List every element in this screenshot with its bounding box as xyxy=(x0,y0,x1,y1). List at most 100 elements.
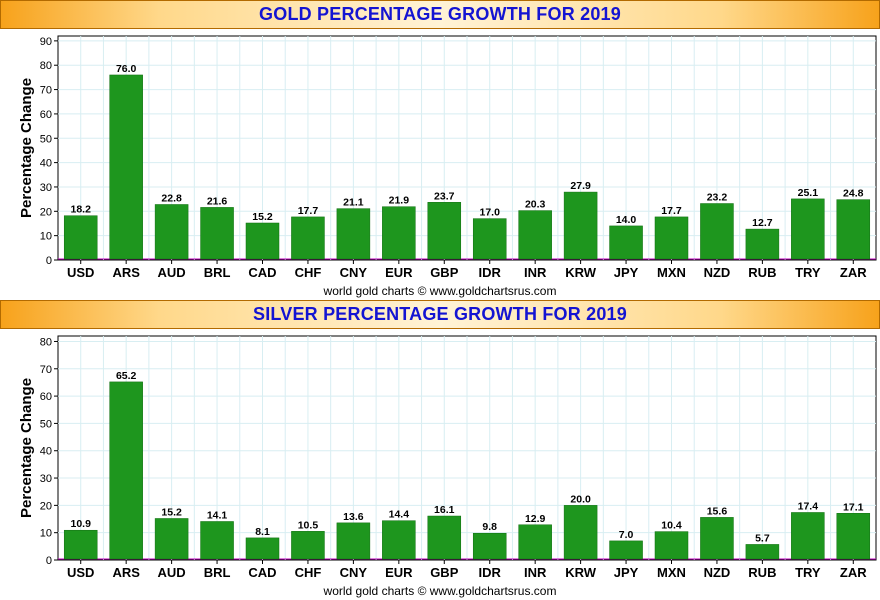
silver-bar-nzd xyxy=(700,517,734,560)
silver-data-label-krw: 20.0 xyxy=(570,493,591,505)
gold-source-credit: world gold charts © www.goldchartsrus.co… xyxy=(323,284,557,298)
silver-y-tick-label: 80 xyxy=(40,336,52,348)
gold-x-tick-label-rub: RUB xyxy=(748,265,776,280)
gold-data-label-inr: 20.3 xyxy=(525,199,546,211)
gold-x-tick-label-jpy: JPY xyxy=(614,265,639,280)
silver-data-label-cad: 8.1 xyxy=(255,526,270,538)
silver-x-tick-label-gbp: GBP xyxy=(430,565,459,580)
gold-x-tick-label-zar: ZAR xyxy=(840,265,867,280)
silver-x-tick-label-ars: ARS xyxy=(112,565,140,580)
gold-bar-rub xyxy=(745,228,780,260)
silver-bar-usd xyxy=(63,529,98,560)
gold-data-label-ars: 76.0 xyxy=(116,63,137,75)
gold-x-tick-label-idr: IDR xyxy=(479,265,502,280)
silver-data-label-aud: 15.2 xyxy=(161,506,182,518)
silver-data-label-chf: 10.5 xyxy=(298,519,319,531)
gold-x-tick-label-chf: CHF xyxy=(295,265,322,280)
gold-data-label-jpy: 14.0 xyxy=(616,214,637,226)
silver-data-label-idr: 9.8 xyxy=(482,521,497,533)
silver-y-tick-label: 20 xyxy=(40,500,52,512)
gold-y-tick-label: 20 xyxy=(40,206,52,218)
silver-x-tick-label-chf: CHF xyxy=(295,565,322,580)
gold-x-tick-label-cny: CNY xyxy=(340,265,368,280)
gold-data-label-mxn: 17.7 xyxy=(661,205,682,217)
gold-bar-nzd xyxy=(700,203,734,260)
silver-data-label-rub: 5.7 xyxy=(755,532,770,544)
gold-data-label-usd: 18.2 xyxy=(71,204,92,216)
silver-data-label-gbp: 16.1 xyxy=(434,504,455,516)
gold-x-tick-label-inr: INR xyxy=(524,265,547,280)
silver-bar-idr xyxy=(472,532,507,560)
silver-bar-cny xyxy=(336,522,371,560)
silver-x-tick-label-try: TRY xyxy=(795,565,821,580)
gold-data-label-aud: 22.8 xyxy=(161,192,182,204)
silver-bar-try xyxy=(791,512,825,560)
gold-x-tick-label-aud: AUD xyxy=(158,265,186,280)
gold-y-tick-label: 80 xyxy=(40,60,52,72)
silver-source-credit: world gold charts © www.goldchartsrus.co… xyxy=(323,584,557,598)
gold-bar-brl xyxy=(200,207,234,260)
silver-data-label-eur: 14.4 xyxy=(389,509,410,521)
silver-x-tick-label-nzd: NZD xyxy=(704,565,731,580)
silver-x-tick-label-jpy: JPY xyxy=(614,565,639,580)
gold-data-label-nzd: 23.2 xyxy=(707,192,728,204)
gold-bar-eur xyxy=(382,206,416,260)
silver-x-tick-label-cad: CAD xyxy=(248,565,276,580)
silver-y-tick-label: 40 xyxy=(40,446,52,458)
silver-bar-mxn xyxy=(654,531,689,560)
gold-x-tick-label-eur: EUR xyxy=(385,265,413,280)
silver-x-tick-label-inr: INR xyxy=(524,565,547,580)
silver-x-tick-label-krw: KRW xyxy=(565,565,597,580)
silver-bar-krw xyxy=(563,505,598,560)
gold-y-tick-label: 50 xyxy=(40,133,52,145)
gold-bar-cad xyxy=(245,222,280,260)
silver-x-tick-label-cny: CNY xyxy=(340,565,368,580)
gold-bar-chart: 0 10 20 30 40 50 60 70 80 90 18.2 USD 76.0 ARS 22.8 AUD… xyxy=(18,35,877,298)
gold-chart-title: GOLD PERCENTAGE GROWTH FOR 2019 xyxy=(259,4,621,24)
gold-bar-usd xyxy=(63,215,98,260)
silver-data-label-mxn: 10.4 xyxy=(661,520,682,532)
silver-data-label-ars: 65.2 xyxy=(116,370,137,382)
silver-data-label-zar: 17.1 xyxy=(843,501,864,513)
silver-x-tick-label-rub: RUB xyxy=(748,565,776,580)
gold-bar-aud xyxy=(154,204,189,260)
gold-x-tick-label-brl: BRL xyxy=(204,265,231,280)
silver-data-label-brl: 14.1 xyxy=(207,509,228,521)
silver-data-label-cny: 13.6 xyxy=(343,511,364,523)
silver-data-label-usd: 10.9 xyxy=(71,518,92,530)
silver-chart-title-banner: SILVER PERCENTAGE GROWTH FOR 2019 xyxy=(0,300,880,329)
silver-bar-jpy xyxy=(609,540,643,560)
gold-x-tick-label-usd: USD xyxy=(67,265,94,280)
gold-data-label-eur: 21.9 xyxy=(389,195,410,207)
silver-x-tick-label-idr: IDR xyxy=(479,565,502,580)
gold-data-label-krw: 27.9 xyxy=(570,180,591,192)
silver-y-tick-label: 10 xyxy=(40,528,52,540)
silver-bar-aud xyxy=(154,518,189,560)
gold-y-tick-label: 70 xyxy=(40,85,52,97)
gold-bar-krw xyxy=(563,191,598,260)
gold-bar-cny xyxy=(336,208,371,260)
silver-bar-ars xyxy=(109,381,143,560)
silver-bar-chart: 0 10 20 30 40 50 60 70 80 10.9 USD 65.2 ARS 15.2 AUD 14… xyxy=(18,335,877,598)
silver-x-tick-label-mxn: MXN xyxy=(657,565,686,580)
gold-bar-try xyxy=(791,198,825,260)
gold-data-label-idr: 17.0 xyxy=(480,207,501,219)
gold-x-tick-label-gbp: GBP xyxy=(430,265,459,280)
gold-y-tick-label: 10 xyxy=(40,231,52,243)
gold-y-tick-label: 30 xyxy=(40,182,52,194)
gold-bar-chf xyxy=(291,216,325,260)
gold-bar-idr xyxy=(472,218,507,260)
gold-data-label-gbp: 23.7 xyxy=(434,190,455,202)
silver-y-tick-label: 30 xyxy=(40,473,52,485)
silver-data-label-nzd: 15.6 xyxy=(707,505,728,517)
silver-data-label-inr: 12.9 xyxy=(525,513,546,525)
gold-data-label-zar: 24.8 xyxy=(843,188,864,200)
gold-x-tick-label-nzd: NZD xyxy=(704,265,731,280)
silver-bar-brl xyxy=(200,521,234,560)
silver-x-tick-label-aud: AUD xyxy=(158,565,186,580)
gold-chart-title-banner: GOLD PERCENTAGE GROWTH FOR 2019 xyxy=(0,0,880,29)
silver-bar-inr xyxy=(518,524,552,560)
silver-bar-gbp xyxy=(427,515,462,560)
gold-bar-gbp xyxy=(427,202,462,260)
gold-bar-inr xyxy=(518,210,552,260)
